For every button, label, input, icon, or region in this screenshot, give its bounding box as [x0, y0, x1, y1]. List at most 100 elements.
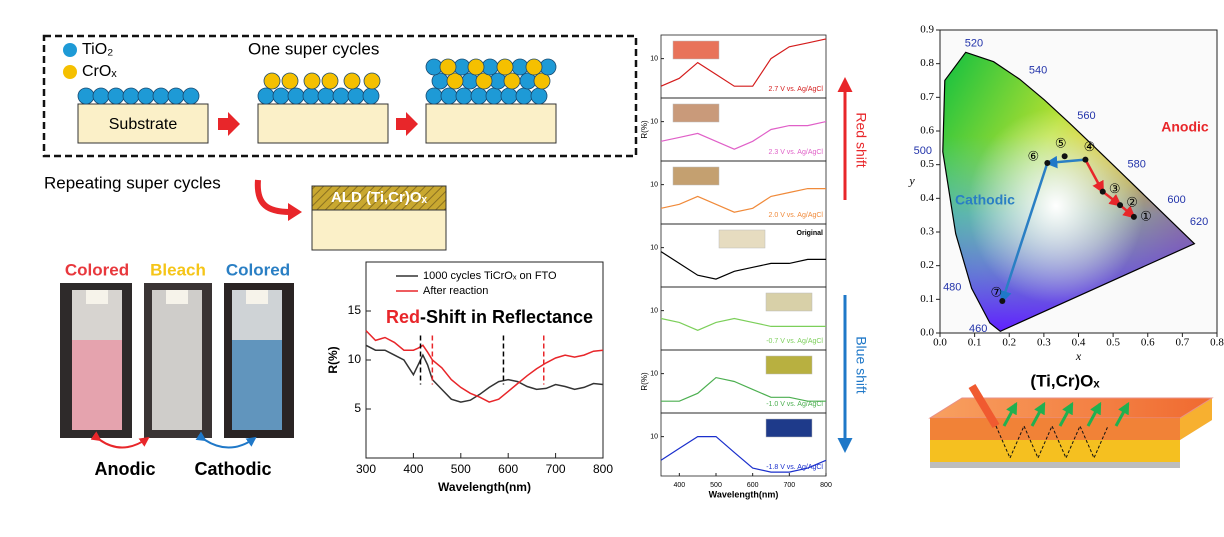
x-tick-label: 0.2	[1002, 337, 1016, 349]
trajectory	[1101, 190, 1123, 207]
locus-label: 500	[914, 145, 932, 157]
y-tick-label: 10	[650, 433, 658, 440]
series-label: Original	[797, 230, 824, 237]
molecule	[475, 72, 493, 90]
locus-label: 600	[1167, 194, 1185, 206]
substrate	[425, 103, 557, 144]
x-tick-label: 700	[783, 482, 795, 489]
panel-frame	[660, 412, 827, 477]
x-axis-label: Wavelength(nm)	[709, 489, 779, 499]
molecule	[519, 72, 537, 90]
cie-diagram	[940, 30, 1217, 333]
molecule	[363, 72, 381, 90]
molecule	[137, 87, 155, 105]
y-tick-label: 0.0	[920, 327, 934, 339]
molecule	[321, 72, 339, 90]
point	[1061, 153, 1068, 160]
locus-label: 560	[1077, 110, 1095, 122]
molecule	[496, 58, 514, 76]
emission-arrow	[1114, 401, 1130, 427]
repeat-label: Repeating super cycles	[44, 173, 221, 192]
y-tick-label: 0.9	[920, 24, 934, 36]
molecule	[439, 58, 457, 76]
point	[1044, 159, 1051, 166]
y-tick-label: 0.1	[920, 293, 934, 305]
legend-dot	[63, 43, 77, 57]
photo-label: Colored	[226, 260, 290, 279]
point-label: ③	[1109, 181, 1121, 196]
emission-arrow	[1058, 401, 1074, 427]
data-line	[660, 188, 826, 213]
molecule	[440, 87, 458, 105]
annotation: Blue shift	[853, 336, 869, 394]
device-middle	[930, 440, 1180, 462]
gamut-white	[942, 51, 1196, 332]
point	[1082, 156, 1089, 163]
substrate	[257, 103, 389, 144]
series-label: -1.0 V vs. Ag/AgCl	[766, 401, 823, 408]
molecule	[530, 87, 548, 105]
molecule	[467, 58, 485, 76]
data-line	[365, 330, 604, 403]
cathodic-arrow	[195, 431, 257, 449]
repeat-arrow-head	[288, 203, 302, 221]
locus-label: 620	[1190, 216, 1208, 228]
x-tick-label: 800	[820, 482, 832, 489]
series-label: 2.0 V vs. Ag/AgCl	[769, 212, 824, 219]
data-line	[660, 121, 827, 150]
film-layer	[311, 185, 447, 211]
data-line	[365, 344, 604, 403]
point-label: ⑦	[990, 284, 1002, 299]
legend-label: 1000 cycles TiCrOₓ on FTO	[423, 270, 557, 282]
point	[1117, 202, 1124, 209]
series-label: -1.8 V vs. Ag/AgCl	[766, 464, 823, 471]
x-tick-label: 0.1	[968, 337, 982, 349]
data-line	[661, 376, 826, 402]
series-label: -0.7 V vs. Ag/AgCl	[766, 338, 823, 345]
trajectory	[1044, 155, 1086, 169]
reflection-path	[995, 424, 1109, 460]
x-tick-label: 400	[403, 462, 423, 476]
molecule	[539, 58, 557, 76]
locus-label: 580	[1128, 159, 1146, 171]
molecule	[107, 87, 125, 105]
sample-swatch	[718, 229, 766, 249]
molecule	[303, 72, 321, 90]
trajectory	[999, 162, 1049, 304]
sample-swatch	[672, 103, 720, 123]
repeat-arrow	[254, 179, 291, 215]
x-tick-label: 0.8	[1210, 337, 1224, 349]
x-tick-label: 400	[673, 482, 685, 489]
photo-label: Colored	[65, 260, 129, 279]
process-label: Anodic	[95, 459, 156, 479]
y-tick-label: 10	[650, 307, 658, 314]
molecule	[431, 72, 449, 90]
y-tick-label: 10	[650, 118, 658, 125]
point-label: ②	[1126, 195, 1138, 210]
molecule	[272, 87, 290, 105]
y-tick-label: 15	[348, 303, 362, 317]
molecule	[525, 58, 543, 76]
point	[1130, 213, 1137, 220]
y-tick-label: 0.2	[920, 259, 934, 271]
y-axis-label: R(%)	[640, 372, 649, 391]
dashed-frame	[42, 34, 638, 158]
device-title: (Ti,Cr)Oₓ	[1030, 371, 1100, 390]
molecule	[425, 87, 443, 105]
molecule	[317, 87, 335, 105]
molecule	[332, 87, 350, 105]
legend-label: CrOₓ	[82, 63, 117, 80]
data-line	[660, 317, 826, 331]
series-label: 2.7 V vs. Ag/AgCl	[769, 86, 824, 93]
molecule	[470, 87, 488, 105]
sample-swatch	[765, 418, 813, 438]
sample-swatch	[765, 355, 813, 375]
process-arrow	[396, 112, 418, 136]
process-label: Cathodic	[194, 459, 271, 479]
photo-label: Bleach	[150, 260, 206, 279]
locus-label: 480	[943, 281, 961, 293]
molecule	[263, 72, 281, 90]
y-tick-label: 10	[650, 244, 658, 251]
chart-title: Red-Shift in Reflectance	[386, 307, 593, 327]
